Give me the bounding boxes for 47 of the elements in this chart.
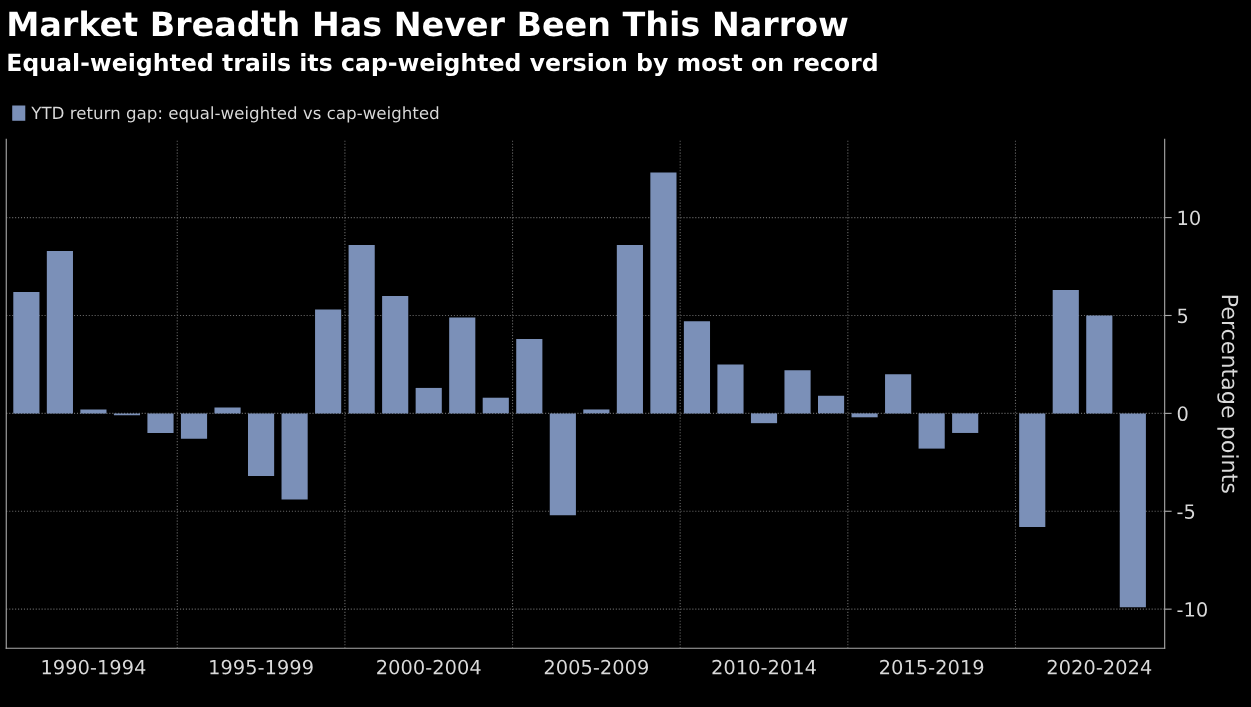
y-tick-label: 10	[1178, 210, 1200, 226]
legend-label: YTD return gap: equal-weighted vs cap-weighted	[31, 106, 439, 123]
y-tick-label: 5	[1177, 308, 1188, 324]
y-tick-label: -5	[1177, 504, 1195, 519]
bar	[315, 309, 342, 414]
y-tick-label: -10	[1177, 602, 1207, 617]
bar	[885, 374, 912, 414]
x-tick-label: 2010-2014	[712, 659, 816, 675]
bar	[952, 413, 979, 433]
y-axis-title: Percentage points	[1217, 295, 1239, 493]
bar	[1052, 290, 1079, 414]
x-tick-label: 2000-2004	[377, 659, 481, 675]
bar	[750, 413, 778, 424]
bar	[46, 250, 73, 414]
bar	[1019, 413, 1046, 527]
bar	[583, 409, 610, 414]
bar	[449, 317, 476, 414]
bar	[784, 370, 811, 414]
bar	[650, 172, 677, 414]
bar	[851, 413, 878, 418]
bar	[80, 409, 107, 414]
x-tick-label: 2005-2009	[544, 659, 648, 675]
bar	[180, 413, 208, 439]
y-tick-label: 0	[1177, 406, 1188, 422]
x-tick-label: 1995-1999	[210, 659, 313, 675]
bar	[1086, 315, 1113, 414]
bar	[382, 295, 409, 414]
bar	[817, 395, 845, 414]
bar	[616, 245, 643, 414]
bar	[482, 397, 509, 414]
x-tick-label: 1990-1994	[42, 659, 146, 675]
x-tick-label: 2015-2019	[880, 659, 984, 675]
bar	[683, 321, 711, 414]
bar	[415, 387, 442, 414]
bar	[549, 413, 576, 516]
bar	[516, 338, 543, 414]
x-tick-label: 2020-2024	[1047, 659, 1152, 675]
bar	[1119, 413, 1146, 608]
bar	[281, 413, 308, 500]
bar	[13, 291, 40, 414]
bar	[918, 413, 945, 449]
chart-subtitle: Equal-weighted trails its cap-weighted version by most on record	[8, 53, 877, 77]
bar	[717, 364, 744, 414]
bar	[147, 413, 174, 433]
bar	[248, 413, 275, 477]
bar	[348, 245, 375, 414]
chart-title: Market Breadth Has Never Been This Narrow	[9, 10, 848, 37]
